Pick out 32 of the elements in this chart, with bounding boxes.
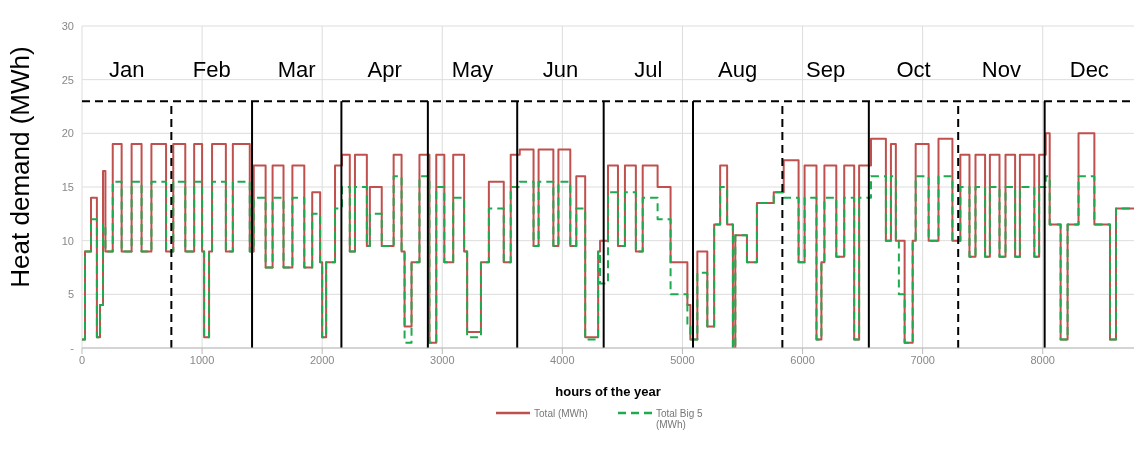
annotation: Oct [896,56,931,82]
annotation: Jan [108,56,145,82]
x-tick-label: 6000 [790,353,815,366]
x-tick-label: 7000 [910,353,935,366]
x-tick-label: 1000 [189,353,215,366]
x-axis-title: hours of the year [555,384,661,399]
legend-label: Total (MWh) [534,408,588,419]
x-tick-label: 2000 [309,353,335,366]
annotation: Jun [542,56,579,82]
y-tick-label: 15 [61,180,74,193]
y-tick-label: 30 [61,19,74,32]
x-tick-label: 3000 [430,353,455,366]
x-tick-label: 0 [78,353,86,366]
annotation: Dec [1069,56,1109,82]
y-tick-label: 25 [61,73,74,86]
annotation: Sep [806,56,846,82]
annotation: Mar [277,56,316,82]
annotation: Feb [192,56,231,82]
x-tick-label: 5000 [670,353,695,366]
annotation: Jul [634,56,663,82]
x-tick-label: 8000 [1030,353,1055,366]
annotation: Aug [718,56,758,82]
annotation: Apr [367,56,402,82]
y-tick-label: 10 [61,234,74,247]
y-axis-title: Heat demand (MWh) [5,46,36,288]
annotation: Nov [981,56,1021,82]
annotation: May [451,56,494,82]
y-tick-label: - [70,341,75,354]
legend-label: Total Big 5 (MWh) [655,408,704,430]
y-tick-label: 5 [67,288,74,301]
x-tick-label: 4000 [550,353,575,366]
y-tick-label: 20 [61,127,74,140]
